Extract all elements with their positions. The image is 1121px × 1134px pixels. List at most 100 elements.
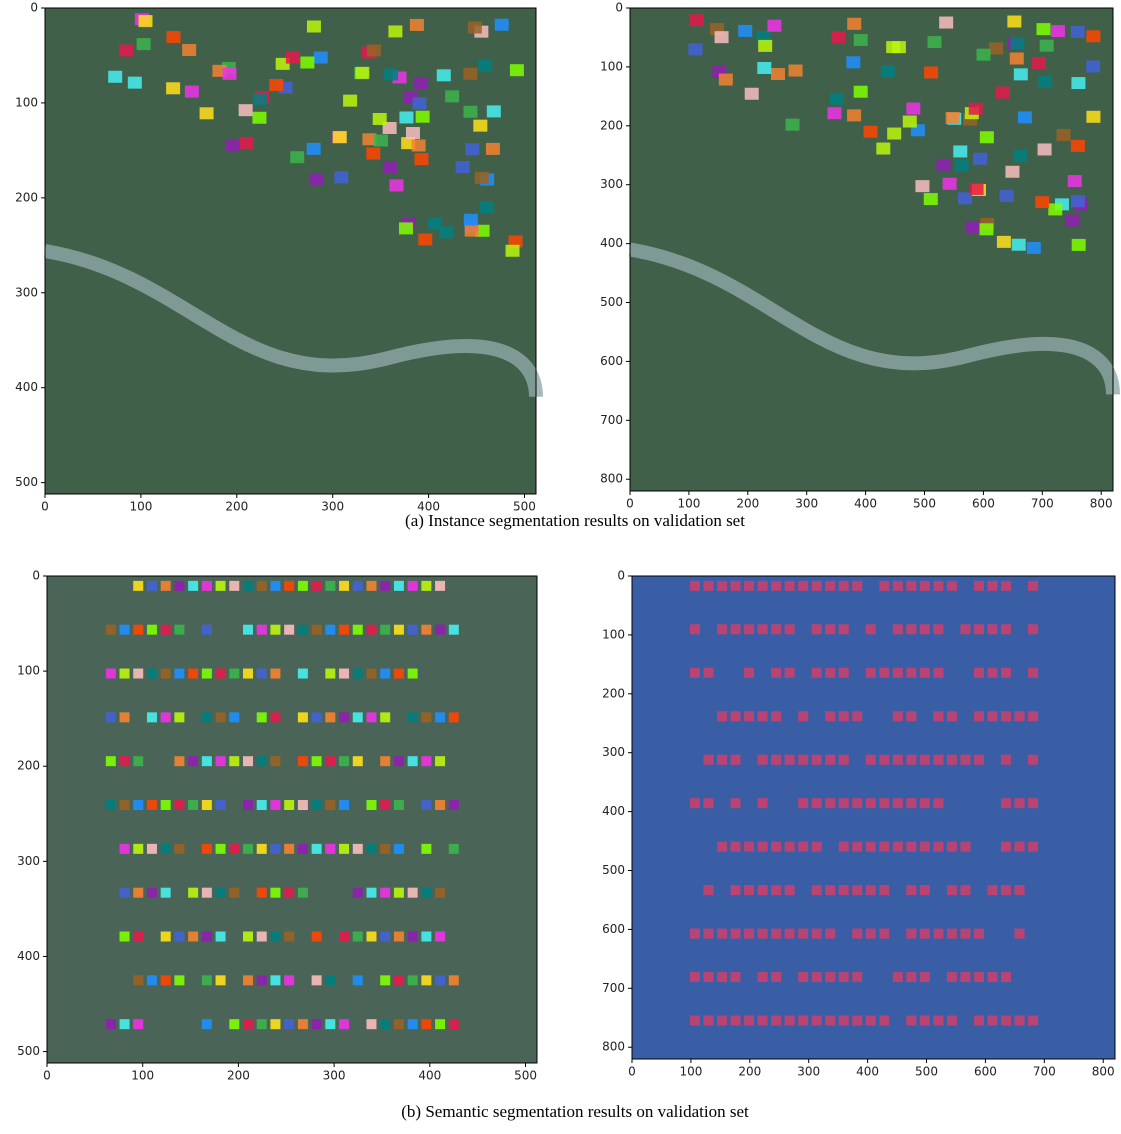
house-mask [201, 668, 212, 679]
house-mask [311, 800, 322, 811]
x-tick-label: 500 [514, 1069, 537, 1083]
house-mask [311, 712, 322, 723]
house-mask [485, 142, 500, 155]
x-tick-label: 700 [1031, 497, 1054, 511]
house-mask [464, 224, 479, 237]
house-mask [473, 119, 488, 132]
house-mask [717, 754, 728, 765]
house-mask [119, 887, 130, 898]
house-mask [973, 928, 984, 939]
house-mask [865, 841, 876, 852]
house-mask [366, 887, 377, 898]
y-tick-label: 400 [600, 236, 623, 250]
house-mask [730, 928, 741, 939]
y-tick-label: 300 [602, 745, 625, 759]
house-mask [201, 975, 212, 986]
image-background [632, 576, 1115, 1059]
house-mask [284, 843, 295, 854]
house-mask [784, 1015, 795, 1026]
house-mask [409, 18, 424, 31]
house-mask [105, 712, 116, 723]
house-mask [969, 182, 984, 195]
house-mask [256, 800, 267, 811]
house-mask [784, 928, 795, 939]
house-mask [146, 887, 157, 898]
house-mask [730, 972, 741, 983]
house-mask [311, 756, 322, 767]
house-mask [166, 82, 181, 95]
house-mask [852, 1015, 863, 1026]
house-mask [415, 110, 430, 123]
house-mask [160, 580, 171, 591]
house-mask [352, 756, 363, 767]
house-mask [243, 624, 253, 635]
house-mask [382, 161, 397, 174]
house-mask [865, 624, 876, 635]
house-mask [270, 756, 281, 767]
house-mask [479, 201, 494, 214]
house-mask [215, 931, 226, 942]
house-mask [717, 972, 728, 983]
house-mask [366, 668, 377, 679]
house-mask [744, 711, 755, 722]
house-mask [256, 624, 267, 635]
house-mask [421, 843, 432, 854]
house-mask [332, 131, 347, 144]
house-mask [407, 887, 418, 898]
house-mask [847, 109, 862, 122]
house-mask [784, 580, 795, 591]
x-tick-label: 500 [513, 500, 536, 514]
house-mask [757, 580, 768, 591]
house-mask [784, 885, 795, 896]
house-mask [933, 928, 944, 939]
house-mask [334, 171, 349, 184]
house-mask [270, 668, 281, 679]
y-tick-label: 500 [15, 475, 38, 489]
house-mask [892, 624, 903, 635]
house-mask [201, 580, 212, 591]
house-mask [965, 220, 980, 233]
house-mask [689, 1015, 700, 1026]
house-mask [1001, 580, 1012, 591]
house-mask [119, 668, 130, 679]
house-mask [435, 712, 446, 723]
house-mask [421, 931, 432, 942]
house-mask [325, 756, 336, 767]
house-mask [311, 931, 322, 942]
house-mask [399, 111, 414, 124]
house-mask [300, 56, 315, 69]
house-mask [771, 754, 782, 765]
house-mask [923, 193, 938, 206]
house-mask [229, 580, 240, 591]
house-mask [771, 1015, 782, 1026]
house-mask [435, 887, 446, 898]
house-mask [730, 885, 741, 896]
house-mask [784, 667, 795, 678]
x-tick-label: 100 [129, 500, 152, 514]
house-mask [987, 624, 998, 635]
house-mask [435, 931, 446, 942]
house-mask [256, 975, 267, 986]
river [43, 244, 543, 397]
house-mask [435, 1019, 446, 1030]
house-mask [811, 841, 822, 852]
house-mask [973, 972, 984, 983]
house-mask [906, 667, 917, 678]
house-mask [703, 798, 714, 809]
y-tick-label: 200 [15, 190, 38, 204]
house-mask [689, 798, 700, 809]
house-mask [309, 173, 324, 186]
y-tick-label: 600 [600, 354, 623, 368]
house-mask [946, 841, 957, 852]
house-mask [256, 931, 267, 942]
x-tick-label: 100 [677, 497, 700, 511]
y-tick-label: 0 [617, 569, 625, 583]
house-mask [714, 31, 729, 44]
house-mask [215, 843, 226, 854]
house-mask [445, 90, 460, 103]
house-mask [215, 756, 226, 767]
house-mask [133, 975, 144, 986]
house-mask [838, 972, 849, 983]
house-mask [393, 887, 404, 898]
house-mask [284, 624, 295, 635]
